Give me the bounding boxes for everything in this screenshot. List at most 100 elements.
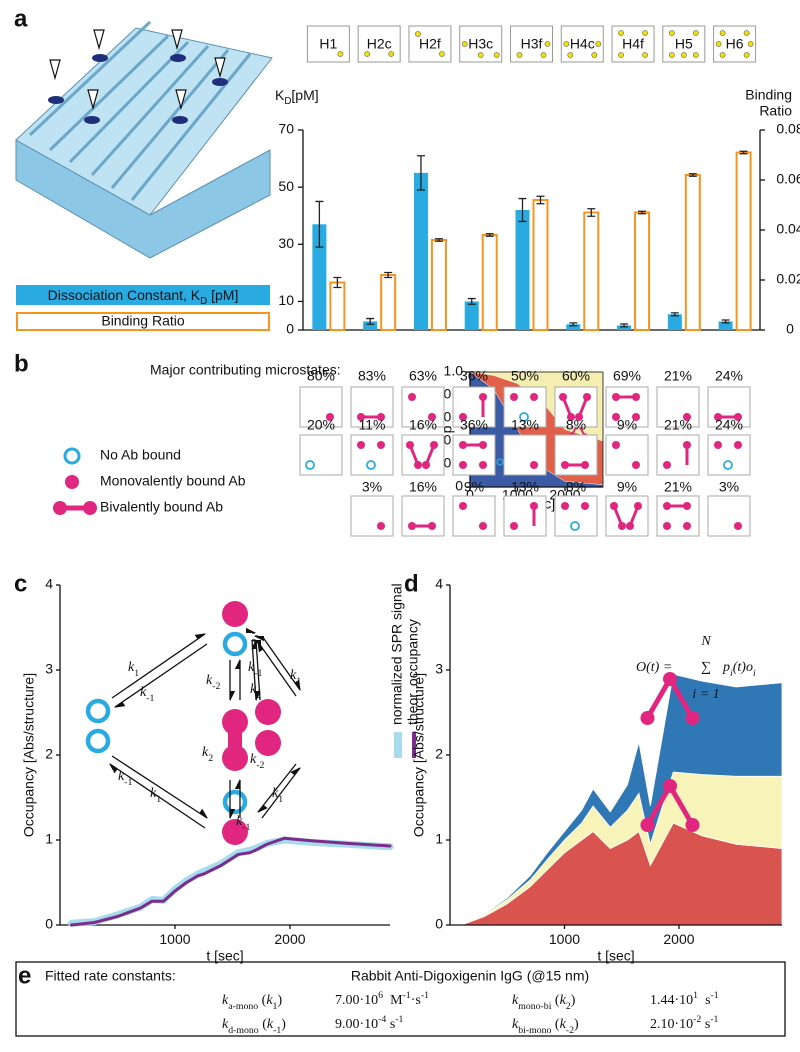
text-part: ·s <box>411 993 421 1008</box>
bar <box>329 281 346 331</box>
microstate-box <box>350 386 394 428</box>
microstate-box <box>350 495 394 537</box>
text-part: k <box>248 660 255 675</box>
stacked-area <box>461 673 783 926</box>
panel-label: d <box>404 570 419 597</box>
percent-label: 50% <box>511 368 539 384</box>
rate-label: k-1 <box>248 660 262 679</box>
ab-icon <box>408 393 416 401</box>
ab-icon <box>685 711 700 725</box>
error-bar <box>384 271 393 279</box>
ab-icon <box>618 522 626 530</box>
text-part: 6 <box>378 990 383 1001</box>
rate-label: k1 <box>128 660 139 679</box>
text-part: Dissociation Constant, K <box>48 287 201 303</box>
ab-icon <box>610 502 618 510</box>
ab-icon <box>663 502 671 510</box>
table-subtitle: Rabbit Anti-Digoxigenin IgG (@15 nm) <box>351 968 589 984</box>
percent-label: 63% <box>409 368 437 384</box>
text-part: ) <box>277 993 282 1008</box>
text-part: k <box>140 685 147 700</box>
site-dot <box>668 30 675 36</box>
category-label: H1 <box>319 36 337 52</box>
ab-icon <box>683 413 691 421</box>
text-part: -1 <box>710 1014 718 1025</box>
y-tick-label: 4 <box>45 576 53 592</box>
ab-icon <box>428 413 436 421</box>
ab-icon <box>255 730 281 756</box>
percent-label: 9% <box>464 479 484 495</box>
error-bar <box>721 319 730 324</box>
text-part: D <box>284 96 291 107</box>
site-dot <box>618 30 624 36</box>
site-dot <box>461 41 468 47</box>
x-tick-label: 1000 <box>549 931 580 947</box>
microstate-box <box>503 495 547 537</box>
ab-icon <box>222 709 248 735</box>
legend-swatch <box>16 285 270 305</box>
ab-icon <box>530 461 538 469</box>
ring-icon <box>222 789 248 815</box>
text-part: i <box>730 668 733 679</box>
arrow <box>251 638 261 701</box>
y2-tick-label: 0 <box>786 321 794 337</box>
formula-upper: N <box>700 634 711 649</box>
ab-icon <box>663 461 671 469</box>
line <box>69 836 392 927</box>
ab-icon <box>683 502 691 510</box>
microstate-box <box>350 434 394 476</box>
ring-icon <box>305 460 315 470</box>
site-dot <box>719 30 726 36</box>
ab-icon <box>479 461 487 469</box>
text-part: [pM] <box>207 287 238 303</box>
text-part: ) <box>571 993 576 1008</box>
y-tick-label: 0 <box>435 916 443 932</box>
text-part: -1 <box>242 822 250 833</box>
bar <box>617 325 632 330</box>
site-dot <box>477 52 484 58</box>
site-dot <box>642 52 648 58</box>
ab-icon <box>255 699 281 725</box>
text-part: k <box>512 993 519 1008</box>
error-bar <box>315 200 324 248</box>
arrow <box>113 643 208 708</box>
y-axis-title: Occupancy [Abs/structure] <box>411 673 427 837</box>
text-part: k <box>267 1017 274 1032</box>
microstate-box <box>299 386 343 428</box>
microstate-box <box>605 495 649 537</box>
text-part: -2 <box>212 681 220 692</box>
inset-frame <box>469 371 604 488</box>
percent-label: 13% <box>511 479 539 495</box>
ring-icon <box>222 631 248 657</box>
bar <box>430 239 447 331</box>
y-axis-title: p <box>439 425 455 433</box>
text-part: (t) <box>733 660 747 675</box>
x-axis-title: t [sec] <box>597 948 634 964</box>
rate-label: k1 <box>150 786 161 805</box>
text-part: 1.44·10 <box>650 993 693 1008</box>
percent-label: 3% <box>719 479 739 495</box>
ab-icon <box>510 522 518 530</box>
site-dot <box>337 51 344 57</box>
text-part: k <box>266 993 273 1008</box>
ab-icon <box>430 441 438 449</box>
ab-icon <box>663 672 677 686</box>
site-dot <box>567 52 574 58</box>
site-dot <box>747 41 754 47</box>
ab-icon <box>626 522 634 530</box>
ab-icon <box>612 441 620 449</box>
percent-label: 21% <box>664 417 692 433</box>
y2-tick-label: 0.06 <box>776 171 800 187</box>
formula-sigma: ∑ <box>701 660 711 675</box>
category-label: H4f <box>622 36 644 52</box>
text-part: k <box>560 993 567 1008</box>
ab-icon <box>357 441 365 449</box>
text-part: 1 <box>296 676 301 687</box>
bar <box>481 234 498 331</box>
bar <box>464 301 479 330</box>
bar <box>532 199 549 331</box>
ring-icon <box>366 460 376 470</box>
bar <box>380 274 397 331</box>
text-part: k <box>290 668 297 683</box>
site-dot <box>364 51 371 57</box>
